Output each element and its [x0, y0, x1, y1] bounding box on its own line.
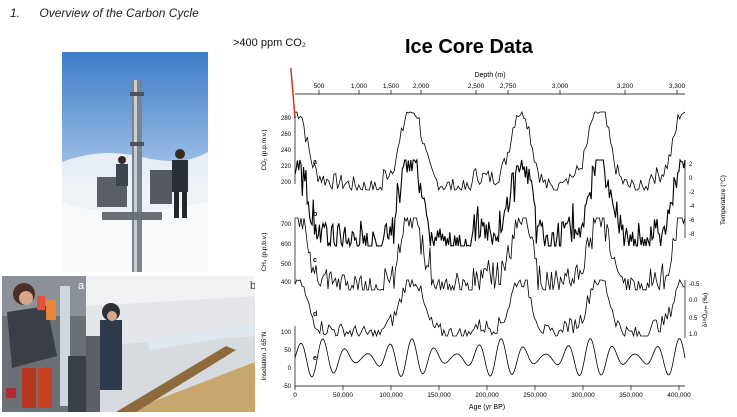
curve-label-d: d	[313, 311, 317, 318]
temperature-tick: 2	[689, 162, 693, 168]
depth-tick: 3,000	[552, 83, 569, 90]
curve-label-b: b	[313, 211, 317, 218]
panel-label-b: b	[250, 280, 257, 292]
ice-core-chart: Depth (m) 500 1,000 1,500 2,000 2,500 2,…	[255, 68, 735, 414]
co2-tick: 260	[281, 132, 292, 138]
insolation-tick: 0	[288, 366, 292, 372]
co2-tick: 280	[281, 116, 292, 122]
d18o-tick: 1.0	[689, 332, 698, 338]
slide-heading: 1. Overview of the Carbon Cycle	[10, 6, 199, 20]
insolation-tick: 50	[284, 348, 291, 354]
ch4-record-curve	[295, 216, 686, 292]
d18o-axis-label: δ¹⁸Oₐₜₘ (‰)	[702, 293, 709, 328]
depth-tick: 500	[314, 83, 325, 90]
co2-tick: 240	[281, 148, 292, 154]
depth-tick: 3,300	[669, 83, 686, 90]
co2-tick: 200	[281, 180, 292, 186]
depth-tick: 2,750	[500, 83, 517, 90]
curve-label-a: a	[313, 159, 317, 166]
age-tick: 250,000	[523, 392, 547, 399]
insolation-ticks: 100 50 0 -50	[281, 330, 292, 390]
age-tick: 150,000	[427, 392, 451, 399]
insolation-tick: -50	[282, 384, 291, 390]
temperature-tick: -4	[689, 204, 695, 210]
age-tick: 350,000	[619, 392, 643, 399]
age-axis-label: Age (yr BP)	[469, 404, 505, 411]
ch4-axis-label: CH₄ (p.p.b.v.)	[261, 232, 268, 271]
depth-tick: 2,000	[413, 83, 430, 90]
depth-axis-label: Depth (m)	[474, 72, 505, 79]
d18o-tick: -0.5	[689, 282, 700, 288]
age-tick: 300,000	[571, 392, 595, 399]
age-tick: 50,000	[333, 392, 353, 399]
insolation-curve	[294, 337, 686, 378]
curve-label-e: e	[313, 355, 317, 362]
temperature-tick: -8	[689, 232, 695, 238]
d18o-record-curve	[294, 278, 686, 338]
d18o-ticks: -0.5 0.0 0.5 1.0	[689, 282, 700, 338]
ch4-ticks: 700 600 500 400	[281, 222, 292, 286]
depth-tick: 1,500	[383, 83, 400, 90]
co2-tick: 220	[281, 164, 292, 170]
depth-tick: 1,000	[351, 83, 368, 90]
callout-pointer	[290, 68, 296, 119]
figure-title: Ice Core Data	[405, 36, 533, 58]
ch4-tick: 400	[281, 280, 292, 286]
depth-ticks: 500 1,000 1,500 2,000 2,500 2,750 3,000 …	[314, 83, 686, 94]
d18o-tick: 0.0	[689, 298, 698, 304]
temperature-tick: -6	[689, 218, 695, 224]
heading-number: 1.	[10, 6, 21, 20]
scientist-ice-core-photo	[2, 276, 86, 412]
ch4-tick: 600	[281, 242, 292, 248]
age-tick: 400,000	[667, 392, 691, 399]
temperature-axis-label: Temperature (°C)	[719, 175, 727, 225]
co2-callout: >400 ppm CO₂	[233, 37, 307, 49]
age-tick: 0	[293, 392, 297, 399]
temperature-record-curve	[294, 158, 686, 249]
ch4-tick: 700	[281, 222, 292, 228]
co2-record-curve	[294, 110, 686, 192]
temperature-tick: 0	[689, 176, 693, 182]
d18o-tick: 0.5	[689, 316, 698, 322]
co2-ticks: 280 260 240 220 200	[281, 116, 292, 186]
age-tick: 100,000	[379, 392, 403, 399]
insolation-axis-label: Insolation J 65°N	[260, 331, 268, 381]
ice-core-trench-photo	[86, 276, 260, 412]
insolation-tick: 100	[281, 330, 292, 336]
temperature-ticks: 2 0 -2 -4 -6 -8	[689, 162, 695, 238]
heading-text: Overview of the Carbon Cycle	[39, 6, 199, 20]
panel-label-a: a	[78, 280, 85, 292]
drilling-rig-photo	[62, 52, 208, 272]
age-ticks: 0 50,000 100,000 150,000 200,000 250,000…	[293, 386, 691, 399]
temperature-tick: -2	[689, 190, 695, 196]
depth-tick: 2,500	[468, 83, 485, 90]
co2-axis-label: CO₂ (p.p.m.v.)	[261, 129, 268, 170]
ch4-tick: 500	[281, 262, 292, 268]
depth-tick: 3,200	[617, 83, 634, 90]
age-tick: 200,000	[475, 392, 499, 399]
curve-label-c: c	[313, 257, 317, 264]
